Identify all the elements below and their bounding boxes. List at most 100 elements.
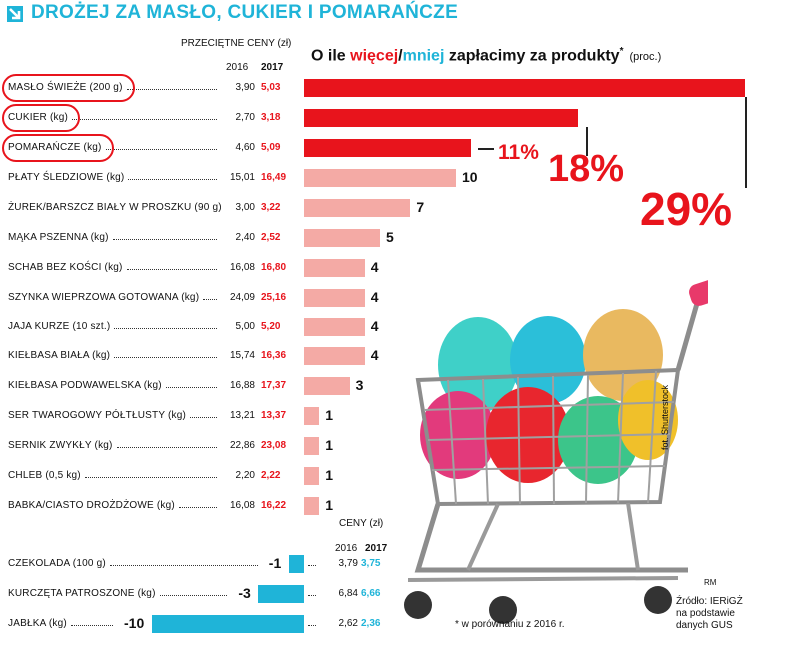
row-label-text: ŻUREK/BARSZCZ BIAŁY W PROSZKU [8,202,192,213]
price-2017: 3,75 [361,558,381,569]
chart-title-asterisk: * [619,46,624,57]
leader-dots [128,179,217,180]
row-label-text: KURCZĘTA PATROSZONE [8,588,135,599]
bar [304,377,350,395]
row-label-text: CHLEB [8,470,43,481]
row-label-unit: (10 szt.) [69,321,111,332]
price-2016: 16,08 [229,500,255,511]
price-2017: 13,37 [261,410,287,421]
price-2017: 3,18 [261,112,281,123]
row-label: MASŁO ŚWIEŻE (200 g) [8,82,123,93]
price-2016: 5,00 [235,321,255,332]
row-label-text: KIEŁBASA PODWAWELSKA [8,380,141,391]
row-label-text: POMARAŃCZE [8,142,81,153]
price-2016: 2,20 [235,470,255,481]
leader-dots [72,119,217,120]
price-2017: 3,22 [261,202,281,213]
row-label-text: JAJA KURZE [8,321,70,332]
price-2017: 5,09 [261,142,281,153]
price-2017: 17,37 [261,380,287,391]
price-2016: 2,40 [235,232,255,243]
bar [304,79,745,97]
leader-dots [308,595,316,596]
author-initials: RM [704,578,717,587]
price-2017: 16,49 [261,172,287,183]
price-2017: 2,22 [261,470,281,481]
row-label-text: SCHAB BEZ KOŚCI [8,262,102,273]
leader-dots [114,357,217,358]
bar-value-label: 5 [386,229,394,245]
price-2016: 6,84 [338,588,358,599]
bar-value-label: 1 [325,407,333,423]
price-2016: 2,70 [235,112,255,123]
bar-value-label: 1 [325,437,333,453]
chart-title-less: mniej [402,47,445,65]
bar-value-label: 1 [325,467,333,483]
leader-dots [166,387,217,388]
year-2017-label-2: 2017 [365,543,388,554]
bar-value-label: 1 [325,497,333,513]
leader-dots [127,269,217,270]
row-label-unit: (200 g) [86,82,123,93]
bar-value-label: -10 [124,615,145,631]
row-label-text: JABŁKA [8,618,46,629]
row-label: SER TWAROGOWY PÓŁTŁUSTY (kg) [8,410,186,421]
highlight-oval [2,74,135,102]
callout-line [586,127,588,156]
row-label-text: MASŁO ŚWIEŻE [8,82,87,93]
row-label-unit: (kg) [165,410,187,421]
bar-value-label: 29% [640,183,733,235]
bar [304,229,380,247]
row-label: KIEŁBASA BIAŁA (kg) [8,350,110,361]
row-label-text: SZYNKA WIEPRZOWA GOTOWANA [8,292,179,303]
row-label: KURCZĘTA PATROSZONE (kg) [8,588,156,599]
bar [304,497,320,515]
row-label-unit: (100 g) [69,558,106,569]
price-2016: 15,74 [229,350,255,361]
row-label-unit: (kg) [140,380,162,391]
row-label-unit: (kg) [46,112,68,123]
row-label-unit: (kg) [80,142,102,153]
row-label: ŻUREK/BARSZCZ BIAŁY W PROSZKU (90 g) [8,202,222,213]
leader-dots [85,477,217,478]
row-label: CHLEB (0,5 kg) [8,470,81,481]
price-2016: 3,90 [235,82,255,93]
bar-value-label: 4 [370,347,379,363]
price-2017: 23,08 [261,440,287,451]
leader-dots [127,89,217,90]
bar [304,199,411,217]
row-label-text: PŁATY ŚLEDZIOWE [8,172,104,183]
leader-dots [113,239,217,240]
row-label-unit: (0,5 kg) [42,470,81,481]
row-label: POMARAŃCZE (kg) [8,142,102,153]
price-2016: 2,62 [338,618,358,629]
leader-dots [179,507,217,508]
shopping-cart-photo: fot. Shutterstock [398,270,728,630]
leader-dots [114,328,217,329]
bar-value-label: 4 [370,259,379,275]
year-2016-label-2: 2016 [335,543,358,554]
row-label-text: CZEKOLADA [8,558,70,569]
row-label: PŁATY ŚLEDZIOWE (kg) [8,172,124,183]
price-2017: 16,36 [261,350,287,361]
prices-header: PRZECIĘTNE CENY (zł) [181,38,292,49]
bar [304,437,320,455]
row-label: SZYNKA WIEPRZOWA GOTOWANA (kg) [8,292,199,303]
bar-value-label: 4 [370,289,379,305]
source-line-1: Źródło: IERiGŻ [676,596,743,607]
row-label: SCHAB BEZ KOŚCI (kg) [8,262,123,273]
price-2016: 3,00 [235,202,255,213]
bar [304,259,365,277]
bar [304,347,365,365]
footnote: * w porównaniu z 2016 r. [455,619,565,630]
callout-line [478,148,494,150]
price-2017: 2,52 [261,232,281,243]
row-label-text: BABKA/CIASTO DROŻDŻOWE [8,500,154,511]
source-line-2: na podstawie [676,608,735,619]
chart-title: O ile więcej/mniej zapłacimy za produkty… [311,46,661,65]
price-2016: 22,86 [229,440,255,451]
price-2017: 2,36 [361,618,381,629]
callout-line [745,97,747,188]
price-2016: 4,60 [235,142,255,153]
row-label-text: SERNIK ZWYKŁY [8,440,92,451]
